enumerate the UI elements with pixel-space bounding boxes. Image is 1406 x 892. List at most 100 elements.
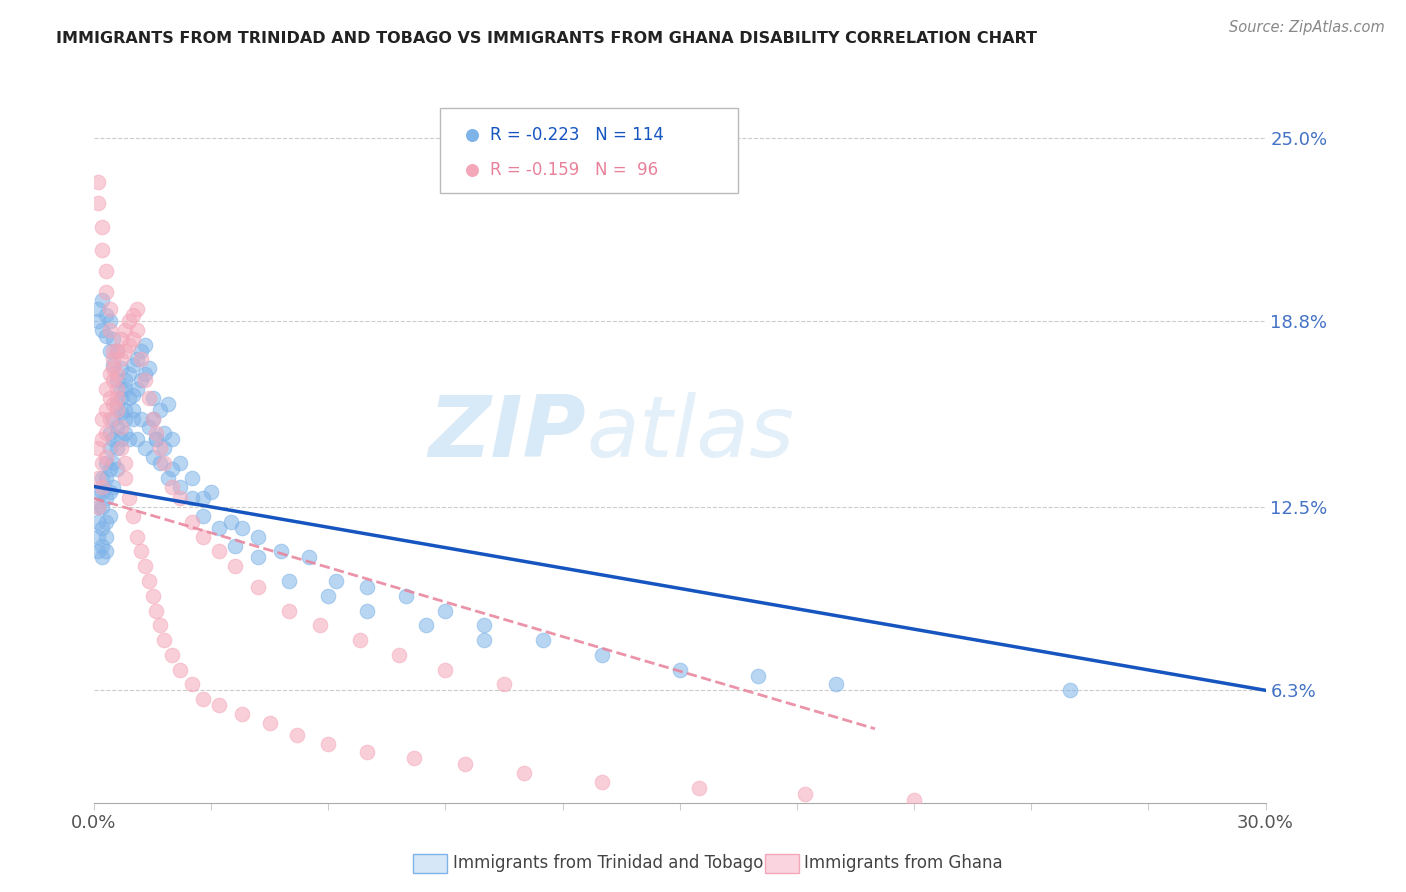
Point <box>129 411 152 425</box>
Point <box>94 308 117 322</box>
Point <box>298 550 321 565</box>
Point <box>103 432 125 446</box>
Point <box>160 479 183 493</box>
Point <box>309 618 332 632</box>
Point <box>114 411 136 425</box>
Point <box>118 491 141 506</box>
Point <box>114 470 136 484</box>
Point <box>122 388 145 402</box>
Point <box>118 314 141 328</box>
Point <box>134 559 156 574</box>
Point <box>141 411 163 425</box>
Point <box>149 456 172 470</box>
Point <box>90 411 112 425</box>
Point <box>94 329 117 343</box>
Point <box>145 432 167 446</box>
Point <box>208 544 231 558</box>
Point <box>246 550 269 565</box>
Point <box>105 373 128 387</box>
Point <box>141 411 163 425</box>
Point <box>110 441 132 455</box>
Text: R = -0.223   N = 114: R = -0.223 N = 114 <box>489 127 664 145</box>
Point <box>208 698 231 712</box>
Point <box>103 373 125 387</box>
Point <box>98 314 121 328</box>
Point <box>149 618 172 632</box>
Point <box>103 397 125 411</box>
Point <box>153 441 176 455</box>
Point <box>160 648 183 662</box>
Point <box>134 368 156 382</box>
Text: Immigrants from Ghana: Immigrants from Ghana <box>804 855 1002 872</box>
Point <box>94 450 117 464</box>
Point <box>356 580 378 594</box>
Point <box>129 343 152 358</box>
Point <box>110 406 132 420</box>
Point <box>110 420 132 434</box>
Text: ZIP: ZIP <box>429 392 586 475</box>
Point <box>90 432 112 446</box>
Point <box>246 580 269 594</box>
Point <box>98 462 121 476</box>
Point <box>138 420 160 434</box>
Point <box>105 397 128 411</box>
Point <box>224 539 246 553</box>
Point <box>122 332 145 346</box>
Text: R = -0.159   N =  96: R = -0.159 N = 96 <box>489 161 658 179</box>
Point <box>90 456 112 470</box>
Point <box>98 323 121 337</box>
Point <box>103 332 125 346</box>
Point <box>114 373 136 387</box>
Point <box>259 715 281 730</box>
Point <box>169 456 191 470</box>
Point <box>94 515 117 529</box>
Point <box>87 485 110 500</box>
Point <box>153 633 176 648</box>
Point <box>94 544 117 558</box>
Point <box>114 343 136 358</box>
Point <box>90 470 112 484</box>
Point <box>103 361 125 376</box>
Point <box>90 293 112 308</box>
Point <box>118 337 141 351</box>
Point <box>138 361 160 376</box>
Point <box>90 485 112 500</box>
Point <box>103 479 125 493</box>
Point <box>118 432 141 446</box>
Point <box>129 544 152 558</box>
Point <box>591 648 613 662</box>
Point <box>98 441 121 455</box>
Point <box>87 470 110 484</box>
Point <box>105 343 128 358</box>
Point <box>118 368 141 382</box>
Point <box>145 426 167 441</box>
Point <box>94 470 117 484</box>
Point <box>316 589 339 603</box>
Point <box>160 462 183 476</box>
Point <box>103 343 125 358</box>
Point <box>825 677 848 691</box>
Point <box>90 243 112 257</box>
Point <box>98 368 121 382</box>
Point <box>285 728 308 742</box>
Point <box>200 485 222 500</box>
Point <box>434 663 457 677</box>
Point <box>591 775 613 789</box>
Point <box>98 343 121 358</box>
Point <box>110 391 132 405</box>
Point <box>141 589 163 603</box>
Point <box>94 264 117 278</box>
Point <box>246 530 269 544</box>
Point <box>415 618 437 632</box>
Point <box>356 745 378 759</box>
Point <box>149 441 172 455</box>
Point <box>105 368 128 382</box>
Point <box>103 359 125 373</box>
Point <box>90 539 112 553</box>
Point <box>114 426 136 441</box>
Text: IMMIGRANTS FROM TRINIDAD AND TOBAGO VS IMMIGRANTS FROM GHANA DISABILITY CORRELAT: IMMIGRANTS FROM TRINIDAD AND TOBAGO VS I… <box>56 31 1038 46</box>
Point <box>316 737 339 751</box>
Point <box>105 391 128 405</box>
Point <box>122 509 145 524</box>
Point <box>153 426 176 441</box>
